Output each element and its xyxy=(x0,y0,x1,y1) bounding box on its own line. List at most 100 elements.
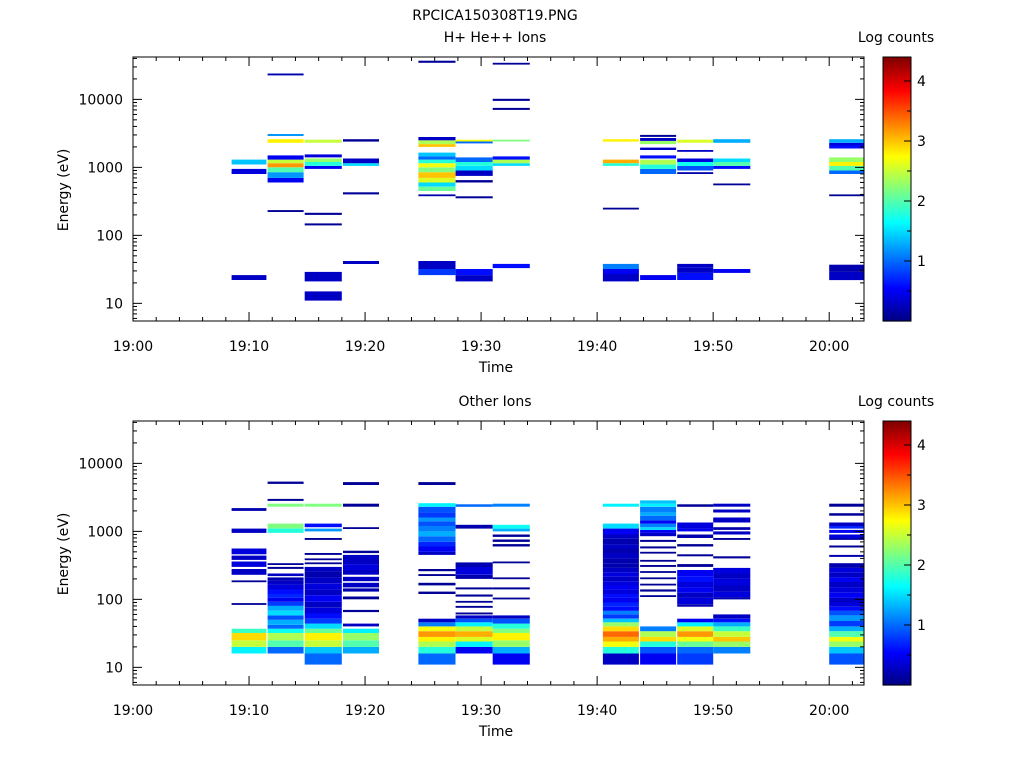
colorbar-segment xyxy=(883,59,911,62)
heatmap-cell xyxy=(304,566,342,572)
heatmap-cell xyxy=(343,192,379,195)
x-tick-label: 19:20 xyxy=(345,703,385,719)
heatmap-cell xyxy=(640,641,677,647)
colorbar-segment xyxy=(883,607,911,610)
heatmap-cell xyxy=(231,569,267,575)
heatmap-cell xyxy=(829,606,864,611)
colorbar-segment xyxy=(883,591,911,594)
heatmap-cell xyxy=(455,626,493,632)
colorbar-segment xyxy=(883,507,911,510)
colorbar-segment xyxy=(883,229,911,232)
colorbar-segment xyxy=(883,639,911,642)
heatmap-cell xyxy=(713,618,751,623)
colorbar-segment xyxy=(883,93,911,96)
heatmap-cell xyxy=(455,574,493,579)
heatmap-cell xyxy=(455,524,493,529)
colorbar-segment xyxy=(883,243,911,246)
heatmap-cell xyxy=(304,158,342,162)
heatmap-cell xyxy=(713,567,751,574)
heatmap-cell xyxy=(640,523,677,528)
colorbar-segment xyxy=(883,515,911,518)
colorbar-segment xyxy=(883,475,911,478)
heatmap-cell xyxy=(602,274,639,282)
colorbar-segment xyxy=(883,613,911,616)
heatmap-cell xyxy=(418,163,456,168)
heatmap-cell xyxy=(418,591,456,594)
colorbar-segment xyxy=(883,499,911,502)
heatmap-cell xyxy=(602,534,639,539)
heatmap-cell xyxy=(677,272,714,280)
colorbar-segment xyxy=(883,223,911,226)
heatmap-cell xyxy=(677,504,714,507)
colorbar-segment xyxy=(883,293,911,296)
heatmap-cell xyxy=(829,582,864,588)
colorbar-segment xyxy=(883,565,911,568)
heatmap-cell xyxy=(267,589,304,594)
colorbar-segment xyxy=(883,615,911,618)
x-tick-label: 20:00 xyxy=(809,703,849,719)
heatmap-cell xyxy=(343,554,379,565)
colorbar-segment xyxy=(883,295,911,298)
heatmap-cell xyxy=(231,633,267,641)
colorbar-segment xyxy=(883,547,911,550)
heatmap-cell xyxy=(602,163,639,166)
colorbar-segment xyxy=(883,623,911,626)
colorbar-segment xyxy=(883,453,911,456)
x-tick-label: 19:40 xyxy=(577,703,617,719)
heatmap-cell xyxy=(304,618,342,624)
colorbar-tick-label: 2 xyxy=(917,558,926,574)
heatmap-cell xyxy=(455,618,493,623)
heatmap-cell xyxy=(267,619,304,625)
colorbar-segment xyxy=(883,161,911,164)
heatmap-cell xyxy=(492,539,530,542)
colorbar-segment xyxy=(883,581,911,584)
colorbar-segment xyxy=(883,587,911,590)
colorbar-segment xyxy=(883,625,911,628)
heatmap-cell xyxy=(455,196,493,199)
colorbar-segment xyxy=(883,155,911,158)
x-tick-label: 19:50 xyxy=(693,339,733,355)
heatmap-cell xyxy=(713,622,751,627)
heatmap-cell xyxy=(304,558,342,561)
colorbar-segment xyxy=(883,421,911,424)
heatmap-cell xyxy=(713,636,751,642)
heatmap-cell xyxy=(343,640,379,647)
heatmap-cell xyxy=(829,165,864,171)
colorbar-segment xyxy=(883,185,911,188)
colorbar-segment xyxy=(883,181,911,184)
heatmap-cell xyxy=(677,604,714,607)
heatmap-cell xyxy=(267,573,304,577)
heatmap-cell xyxy=(343,261,379,264)
heatmap-cell xyxy=(640,527,677,530)
heatmap-cell xyxy=(304,139,342,143)
heatmap-cell xyxy=(304,162,342,166)
heatmap-cell xyxy=(343,570,379,575)
colorbar-segment xyxy=(883,681,911,684)
colorbar-segment xyxy=(883,551,911,554)
heatmap-cell xyxy=(640,532,677,537)
colorbar-segment xyxy=(883,99,911,102)
colorbar-segment xyxy=(883,67,911,70)
colorbar-segment xyxy=(883,521,911,524)
colorbar-segment xyxy=(883,559,911,562)
colorbar-segment xyxy=(883,627,911,630)
colorbar-segment xyxy=(883,437,911,440)
colorbar-segment xyxy=(883,605,911,608)
heatmap-cell xyxy=(829,170,864,174)
heatmap-cell xyxy=(829,646,864,654)
heatmap-cell xyxy=(713,626,751,632)
heatmap-cell xyxy=(304,595,342,602)
colorbar-segment xyxy=(883,537,911,540)
heatmap-cell xyxy=(677,636,714,642)
heatmap-cell xyxy=(677,267,714,273)
heatmap-cell xyxy=(267,159,304,164)
heatmap-cell xyxy=(677,554,714,557)
heatmap-cell xyxy=(713,509,751,513)
heatmap-cell xyxy=(304,633,342,641)
heatmap-cell xyxy=(640,515,677,521)
colorbar-segment xyxy=(883,79,911,82)
colorbar-segment xyxy=(883,103,911,106)
heatmap-cell xyxy=(455,566,493,575)
heatmap-cell xyxy=(713,573,751,579)
heatmap-cell xyxy=(304,653,342,665)
